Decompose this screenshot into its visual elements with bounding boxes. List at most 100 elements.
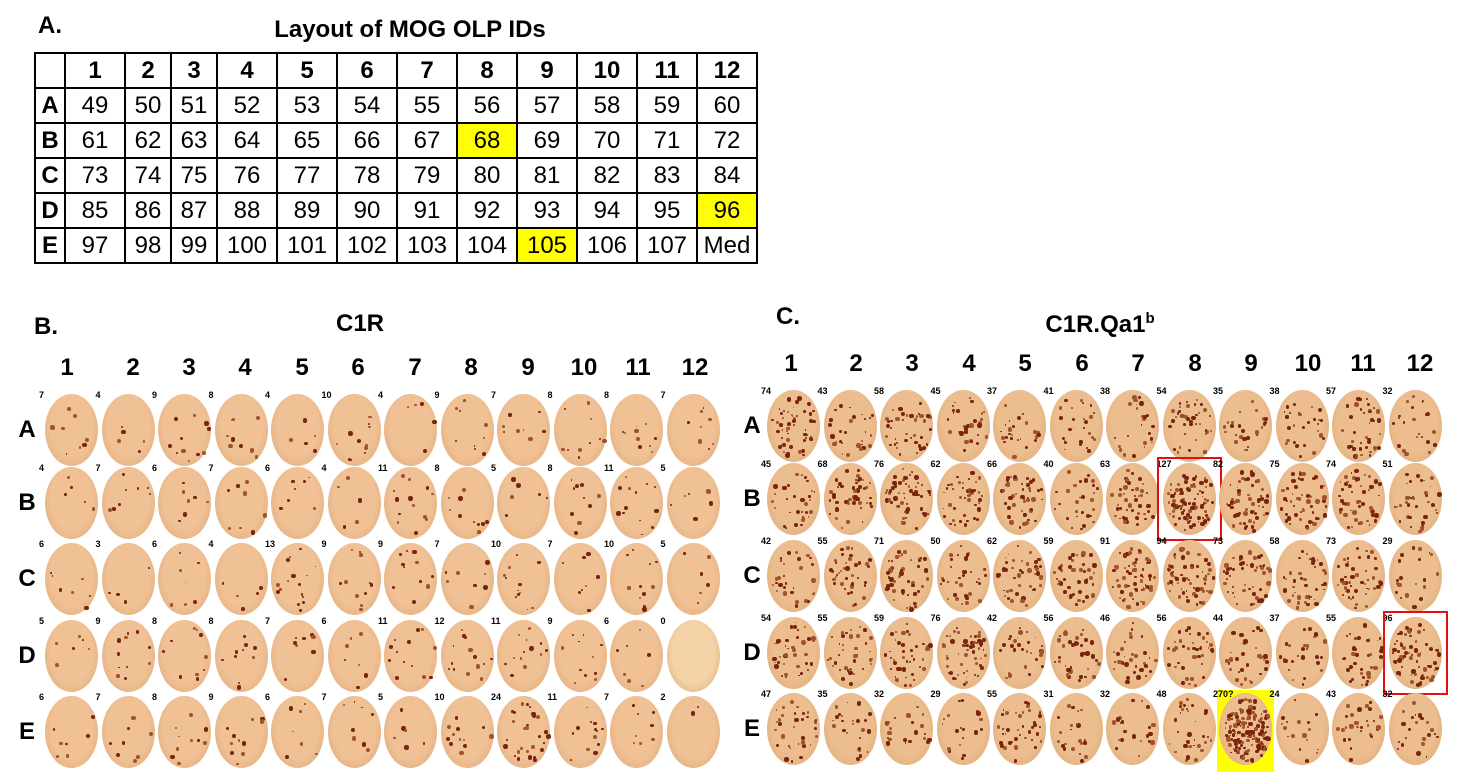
spot bbox=[1235, 719, 1240, 723]
spot bbox=[702, 407, 705, 409]
spot bbox=[1120, 590, 1124, 594]
spot bbox=[1397, 559, 1402, 563]
spot bbox=[1344, 715, 1349, 719]
spot bbox=[903, 492, 905, 495]
spot bbox=[1247, 446, 1250, 449]
spot bbox=[121, 429, 126, 434]
spot bbox=[928, 428, 932, 431]
spot bbox=[774, 664, 779, 669]
spot bbox=[1360, 453, 1364, 457]
spot bbox=[1294, 699, 1296, 702]
well-count: 6 bbox=[152, 463, 158, 473]
spot bbox=[1018, 569, 1022, 572]
spot bbox=[901, 468, 904, 471]
spot bbox=[841, 714, 844, 717]
spot bbox=[1314, 516, 1319, 521]
spot bbox=[1145, 556, 1149, 561]
spot bbox=[964, 497, 966, 499]
spot bbox=[1231, 497, 1235, 501]
spot bbox=[898, 480, 903, 485]
spot bbox=[956, 409, 960, 413]
spot bbox=[1093, 492, 1095, 494]
spot bbox=[832, 442, 837, 447]
spot bbox=[1081, 511, 1085, 515]
spot bbox=[531, 606, 535, 610]
spot bbox=[976, 507, 982, 512]
spot bbox=[279, 506, 283, 511]
spot bbox=[1237, 737, 1240, 741]
spot bbox=[1186, 551, 1190, 555]
spot bbox=[1227, 729, 1232, 734]
spot bbox=[1351, 475, 1357, 480]
spot bbox=[1186, 401, 1189, 403]
spot bbox=[1084, 638, 1089, 643]
spot bbox=[1313, 598, 1316, 601]
elispot-well bbox=[1388, 540, 1442, 612]
spot bbox=[1071, 527, 1074, 529]
spot bbox=[276, 589, 281, 594]
spot bbox=[858, 749, 862, 752]
spot bbox=[170, 639, 173, 643]
well-count: 24 bbox=[491, 692, 502, 702]
spot bbox=[1356, 635, 1361, 641]
spot bbox=[956, 554, 959, 557]
spot bbox=[1183, 565, 1187, 569]
spot bbox=[954, 729, 960, 734]
spot bbox=[1245, 717, 1248, 720]
spot bbox=[1026, 701, 1031, 706]
spot bbox=[428, 675, 433, 680]
spot bbox=[846, 591, 850, 595]
spot bbox=[1166, 581, 1170, 585]
spot bbox=[1291, 660, 1295, 664]
spot bbox=[846, 452, 851, 458]
spot bbox=[1179, 446, 1182, 449]
spot bbox=[1227, 742, 1230, 745]
spot bbox=[1434, 733, 1436, 735]
spot bbox=[973, 517, 976, 521]
spot bbox=[1089, 640, 1095, 645]
spot bbox=[1259, 716, 1263, 720]
elispot-well bbox=[1275, 463, 1329, 535]
spot bbox=[1253, 569, 1258, 573]
spot bbox=[1257, 653, 1262, 659]
spot bbox=[314, 752, 318, 756]
spot bbox=[955, 678, 957, 680]
spot bbox=[848, 497, 852, 502]
spot bbox=[506, 739, 508, 741]
spot bbox=[1200, 662, 1203, 665]
elispot-well bbox=[1332, 617, 1385, 689]
spot bbox=[431, 493, 434, 496]
spot bbox=[1034, 435, 1038, 439]
spot bbox=[526, 608, 529, 611]
spot bbox=[1376, 418, 1382, 423]
spot bbox=[237, 739, 240, 742]
spot bbox=[1194, 422, 1197, 426]
spot bbox=[888, 567, 893, 573]
spot bbox=[1178, 405, 1181, 408]
spot bbox=[1262, 571, 1267, 576]
spot bbox=[1226, 714, 1232, 719]
spot bbox=[925, 646, 930, 651]
spot bbox=[123, 599, 128, 604]
spot bbox=[1083, 426, 1085, 429]
spot bbox=[1373, 665, 1378, 670]
elispot-well bbox=[993, 390, 1046, 462]
spot bbox=[1241, 733, 1245, 738]
spot bbox=[1305, 738, 1309, 742]
spot bbox=[298, 547, 302, 551]
spot bbox=[1081, 599, 1086, 603]
spot bbox=[1083, 570, 1087, 574]
spot bbox=[1342, 738, 1346, 742]
spot bbox=[1422, 585, 1427, 589]
spot bbox=[1170, 565, 1173, 568]
well-count: 4 bbox=[321, 463, 327, 473]
spot bbox=[1015, 711, 1018, 714]
elispot-well bbox=[610, 543, 663, 615]
spot bbox=[1354, 588, 1359, 593]
spot bbox=[1340, 578, 1344, 582]
spot bbox=[1235, 746, 1238, 749]
spot bbox=[1027, 486, 1031, 490]
spot bbox=[1145, 561, 1148, 565]
spot bbox=[942, 507, 945, 510]
spot bbox=[780, 444, 784, 447]
